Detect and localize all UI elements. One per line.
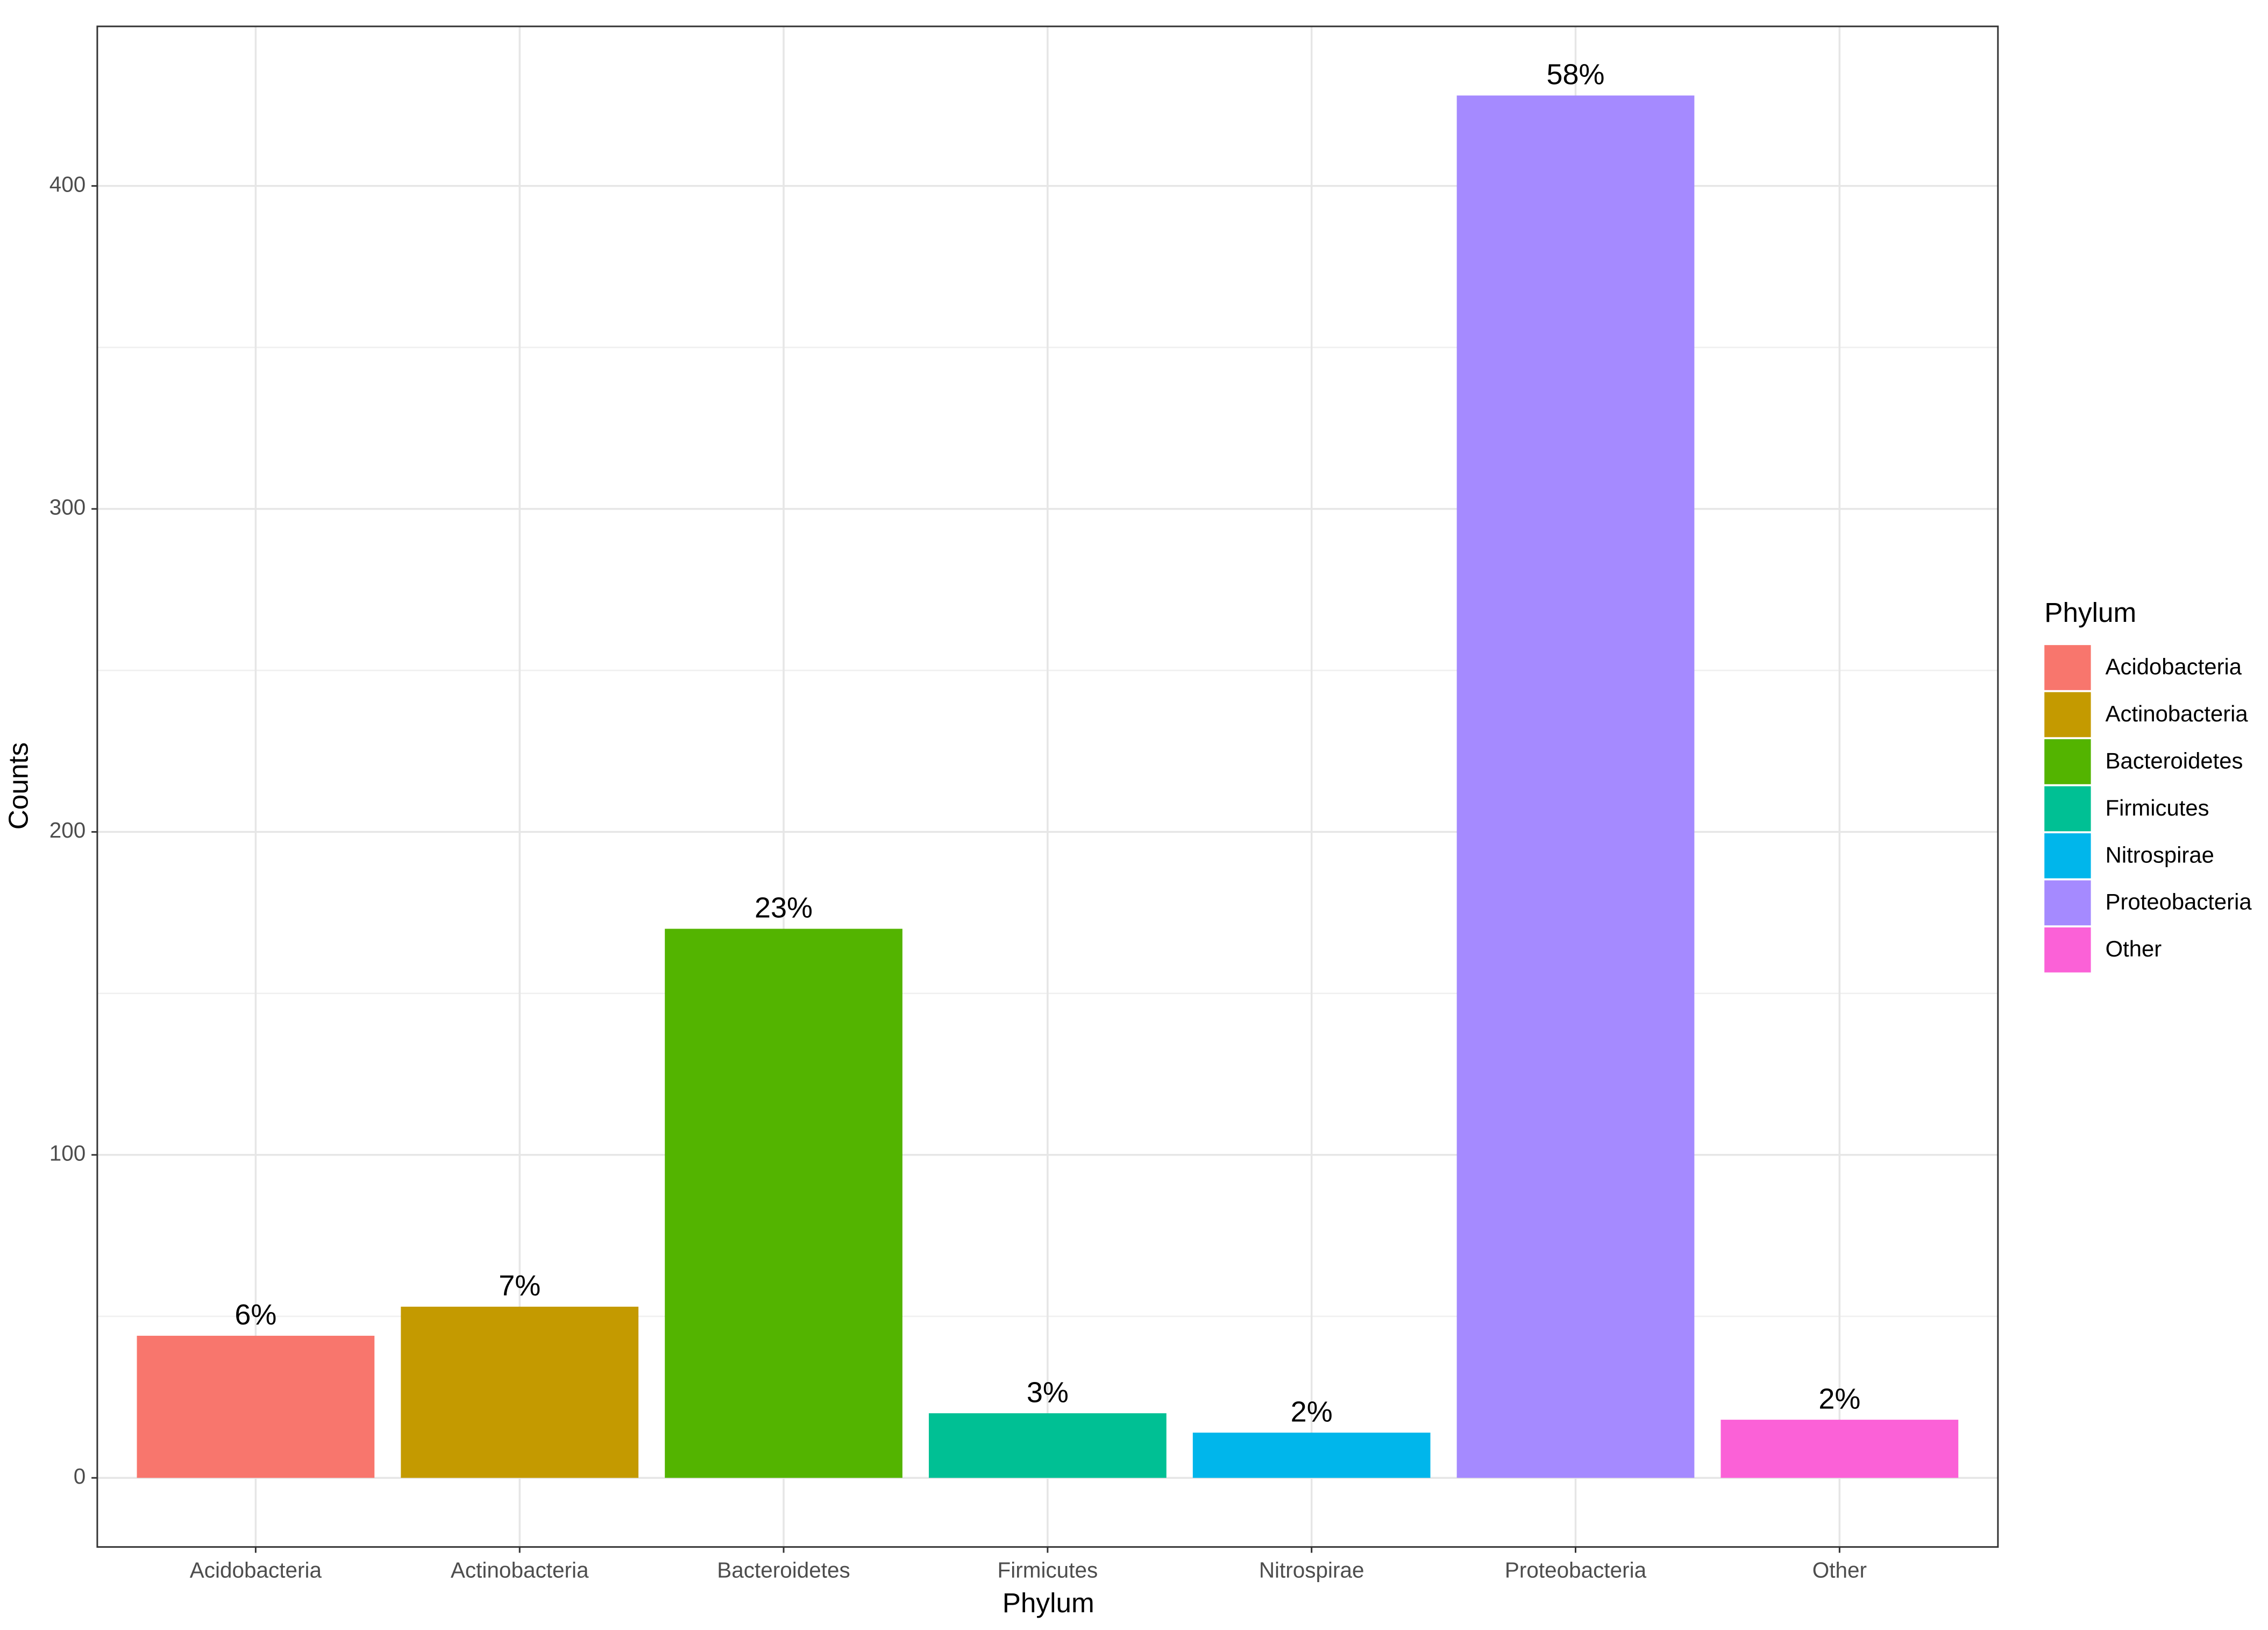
y-tick-label: 300: [49, 495, 86, 520]
bar: [1456, 95, 1695, 1478]
legend-label: Proteobacteria: [2106, 889, 2252, 915]
x-tick-label: Proteobacteria: [1505, 1557, 1647, 1582]
bar: [665, 929, 902, 1478]
legend-key: [2044, 739, 2091, 784]
legend-key: [2044, 692, 2091, 738]
x-tick-label: Actinobacteria: [451, 1557, 589, 1582]
x-tick-label: Nitrospirae: [1259, 1557, 1364, 1582]
bar: [137, 1336, 375, 1478]
legend: Acidobacteria Actinobacteria Bacteroidetes…: [2044, 645, 2252, 973]
bar: [928, 1413, 1167, 1478]
legend-key: [2044, 833, 2091, 878]
x-tick-label: Other: [1812, 1557, 1867, 1582]
x-axis-title: Phylum: [1003, 1588, 1094, 1618]
y-tick-label: 100: [49, 1141, 86, 1166]
legend-label: Actinobacteria: [2106, 701, 2249, 726]
value-label: 3%: [1027, 1376, 1069, 1408]
y-tick-label: 200: [49, 818, 86, 842]
bar: [401, 1306, 639, 1478]
value-label: 6%: [234, 1299, 276, 1331]
legend-title: Phylum: [2044, 597, 2136, 628]
value-label: 2%: [1291, 1395, 1333, 1428]
bars: 6% 7% 23% 3% 2% 58% 2%: [137, 59, 1959, 1478]
legend-label: Bacteroidetes: [2106, 748, 2243, 773]
value-label: 2%: [1818, 1383, 1860, 1415]
y-tick-label: 400: [49, 172, 86, 196]
x-tick-label: Acidobacteria: [190, 1557, 322, 1582]
legend-label: Firmicutes: [2106, 795, 2209, 820]
legend-key: [2044, 880, 2091, 926]
x-tick-label: Firmicutes: [998, 1557, 1098, 1582]
legend-key: [2044, 645, 2091, 690]
x-tick-label: Bacteroidetes: [717, 1557, 850, 1582]
legend-label: Acidobacteria: [2106, 654, 2242, 679]
legend-label: Other: [2106, 936, 2162, 961]
value-label: 23%: [755, 892, 813, 924]
legend-key: [2044, 786, 2091, 832]
y-tick-label: 0: [74, 1464, 86, 1489]
bar: [1720, 1420, 1959, 1478]
y-axis-title: Counts: [3, 742, 33, 830]
legend-label: Nitrospirae: [2106, 842, 2214, 867]
value-label: 7%: [499, 1270, 541, 1302]
value-label: 58%: [1546, 59, 1604, 91]
legend-key: [2044, 927, 2091, 973]
bar: [1192, 1433, 1431, 1478]
